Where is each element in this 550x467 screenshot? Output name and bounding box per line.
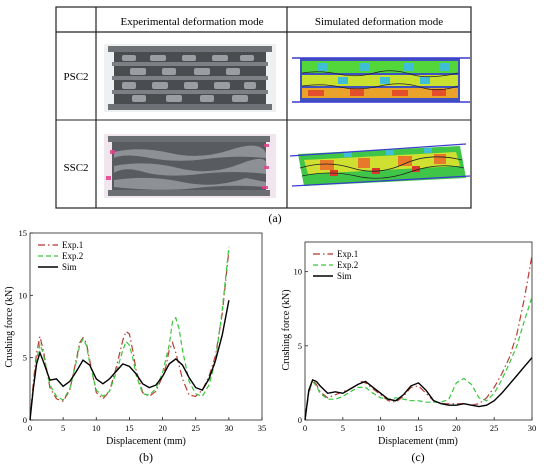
chart-b-series-group bbox=[29, 246, 230, 421]
row-label-ssc2: SSC2 bbox=[63, 162, 88, 174]
table-header-experimental: Experimental deformation mode bbox=[121, 16, 264, 28]
chart-b-frame bbox=[29, 232, 263, 421]
x-tick-label: 5 bbox=[341, 423, 345, 433]
x-tick-label: 15 bbox=[125, 423, 134, 433]
chart-c-ticks: 0 5 10 15 20 25 30 0 5 10 bbox=[294, 267, 537, 433]
legend-label: Sim bbox=[337, 271, 352, 281]
row-label-psc2: PSC2 bbox=[63, 71, 88, 83]
chart-b-ticks: 0 5 10 15 20 25 30 35 0 5 10 15 bbox=[19, 228, 267, 433]
x-tick-label: 5 bbox=[61, 423, 65, 433]
psc2-experimental-photo bbox=[104, 44, 276, 112]
y-tick-label: 15 bbox=[19, 228, 28, 238]
y-tick-label: 0 bbox=[298, 415, 302, 425]
x-tick-label: 35 bbox=[258, 423, 267, 433]
chart-c-ylabel: Crushing force (kN) bbox=[281, 289, 292, 370]
chart-b-xlabel: Displacement (mm) bbox=[106, 436, 186, 447]
x-tick-label: 30 bbox=[225, 423, 234, 433]
legend-label: Exp.1 bbox=[62, 240, 83, 250]
x-tick-label: 20 bbox=[158, 423, 167, 433]
chart-c-xlabel: Displacement (mm) bbox=[378, 436, 458, 447]
legend-label: Exp.2 bbox=[337, 260, 358, 270]
series-line-sim bbox=[304, 357, 533, 421]
legend-label: Sim bbox=[62, 262, 77, 272]
y-tick-label: 5 bbox=[23, 353, 27, 363]
y-tick-label: 10 bbox=[19, 290, 28, 300]
series-line-exp1 bbox=[304, 255, 533, 421]
series-line-sim bbox=[29, 300, 230, 421]
x-tick-label: 0 bbox=[303, 423, 307, 433]
chart-c-series-group bbox=[304, 255, 533, 421]
x-tick-label: 15 bbox=[414, 423, 423, 433]
y-tick-label: 0 bbox=[23, 415, 27, 425]
x-tick-label: 20 bbox=[452, 423, 461, 433]
y-tick-label: 5 bbox=[298, 341, 302, 351]
x-tick-label: 25 bbox=[490, 423, 499, 433]
legend-label: Exp.2 bbox=[62, 251, 83, 261]
series-line-exp2 bbox=[304, 296, 533, 421]
series-line-exp1 bbox=[29, 250, 230, 421]
caption-b: (b) bbox=[139, 450, 153, 464]
x-tick-label: 30 bbox=[528, 423, 537, 433]
y-tick-label: 10 bbox=[294, 267, 303, 277]
caption-a: (a) bbox=[268, 211, 281, 225]
x-tick-label: 25 bbox=[191, 423, 200, 433]
table-header-simulated: Simulated deformation mode bbox=[315, 16, 443, 28]
ssc2-simulated-model bbox=[289, 143, 471, 187]
legend-label: Exp.1 bbox=[337, 249, 358, 259]
ssc2-experimental-photo bbox=[104, 134, 276, 198]
chart-b-ylabel: Crushing force (kN) bbox=[4, 286, 15, 367]
x-tick-label: 10 bbox=[376, 423, 385, 433]
table-frame bbox=[55, 6, 472, 209]
deformation-table: Experimental deformation mode Simulated … bbox=[55, 6, 472, 209]
x-tick-label: 10 bbox=[92, 423, 101, 433]
caption-c: (c) bbox=[411, 450, 424, 464]
x-tick-label: 0 bbox=[28, 423, 32, 433]
psc2-simulated-model bbox=[292, 57, 470, 103]
